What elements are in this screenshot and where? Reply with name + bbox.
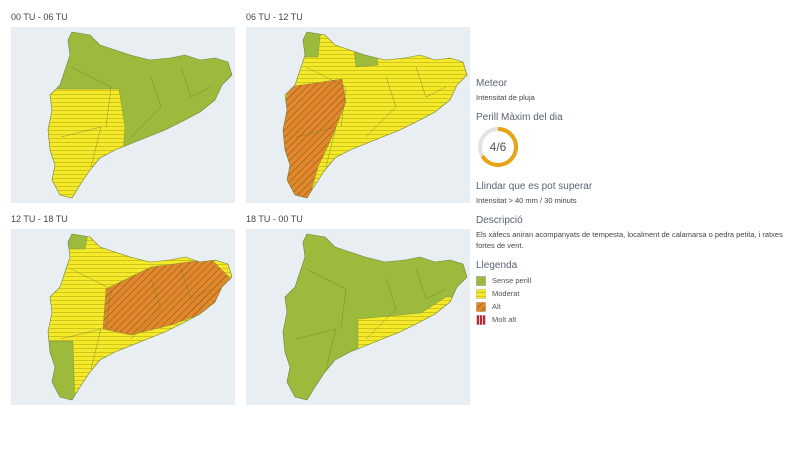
- gauge-label: 4/6: [490, 140, 507, 154]
- region-border: [365, 76, 397, 138]
- map-panel: [246, 27, 470, 203]
- region-border: [295, 328, 337, 370]
- map-panel: [11, 27, 235, 203]
- legend: Sense perill Moderat Alt Molt alt: [476, 274, 788, 326]
- map-outline: [47, 233, 233, 401]
- panel-title: 00 TU - 06 TU: [11, 12, 68, 22]
- heading: Llindar que es pot superar: [476, 181, 593, 192]
- region-border: [70, 268, 112, 330]
- legend-item: Moderat: [476, 287, 788, 300]
- legend-swatch: [476, 288, 486, 299]
- swatch-pattern: [476, 302, 486, 311]
- text: Intensitat de pluja: [476, 93, 535, 102]
- region-border: [415, 66, 447, 98]
- region: [283, 32, 467, 198]
- map-outline: [282, 31, 468, 199]
- legend-label: Moderat: [492, 289, 520, 298]
- region-border: [60, 126, 102, 168]
- map-panel: [11, 229, 235, 405]
- legend-label: Sense perill: [492, 276, 532, 285]
- swatch-pattern: [476, 315, 486, 324]
- legend-swatch: [476, 275, 486, 286]
- map-outline: [282, 233, 468, 401]
- heading: Descripció: [476, 215, 523, 226]
- region-border: [130, 76, 162, 138]
- region: [48, 340, 76, 400]
- panel-title: 12 TU - 18 TU: [11, 214, 68, 224]
- swatch-pattern: [476, 289, 486, 298]
- region-border: [60, 328, 102, 370]
- danger-gauge: 4/6: [478, 127, 518, 167]
- map-outline: [47, 31, 233, 199]
- region-border: [305, 268, 347, 330]
- region-border: [305, 66, 347, 128]
- region-border: [130, 278, 162, 340]
- region-border: [365, 278, 397, 340]
- panel-title: 06 TU - 12 TU: [246, 12, 303, 22]
- text: Els xàfecs aniran acompanyats de tempest…: [476, 230, 783, 250]
- text: Intensitat > 40 mm / 30 minuts: [476, 196, 577, 205]
- legend-label: Alt: [492, 302, 501, 311]
- heading: Llegenda: [476, 260, 518, 271]
- region-border: [180, 66, 212, 98]
- region-border: [295, 126, 337, 168]
- map: [48, 234, 232, 400]
- region-border: [70, 66, 112, 128]
- heading: Meteor: [476, 78, 508, 89]
- heading: Perill Màxim del dia: [476, 112, 563, 123]
- region-border: [415, 268, 447, 300]
- region: [283, 234, 467, 400]
- swatch: [476, 275, 486, 286]
- legend-item: Sense perill: [476, 274, 788, 287]
- legend-item: Molt alt: [476, 313, 788, 326]
- region: [283, 78, 347, 198]
- info-panel: Meteor Intensitat de pluja Perill Màxim …: [476, 78, 788, 326]
- legend-item: Alt: [476, 300, 788, 313]
- map-panel: [246, 229, 470, 405]
- legend-label: Molt alt: [492, 315, 517, 324]
- panel-title: 18 TU - 00 TU: [246, 214, 303, 224]
- legend-swatch: [476, 314, 486, 325]
- maps: 00 TU - 06 TU 06 TU - 12 TU 12 TU - 18 TU 1…: [11, 12, 470, 405]
- region-border: [180, 268, 212, 300]
- legend-swatch: [476, 301, 486, 312]
- gauge-arc: [480, 127, 518, 167]
